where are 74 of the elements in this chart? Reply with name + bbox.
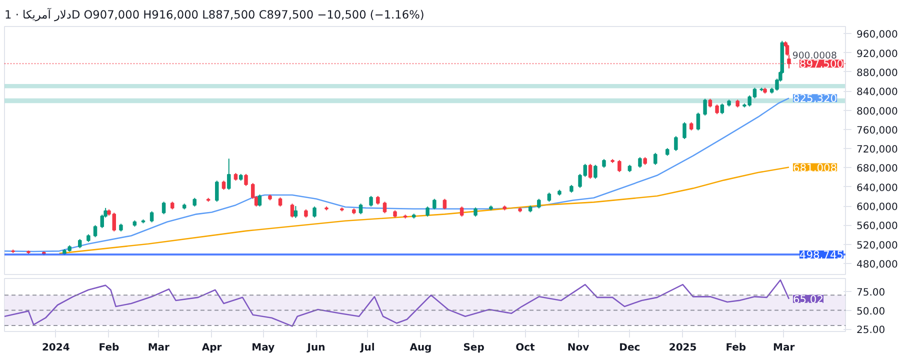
y-tick-label: 760,000 bbox=[856, 125, 898, 136]
candlestick bbox=[258, 194, 262, 208]
candlestick bbox=[654, 152, 658, 166]
x-tick-label: Dec bbox=[619, 342, 640, 354]
candlestick bbox=[222, 180, 226, 190]
y-tick-label: 25.00 bbox=[856, 325, 886, 336]
y-tick-label: 50.00 bbox=[856, 306, 886, 318]
y-tick-label: 960,000 bbox=[856, 30, 898, 41]
candlestick bbox=[594, 164, 598, 180]
candlestick bbox=[278, 196, 282, 208]
y-tick-label: 680,000 bbox=[856, 164, 898, 175]
line-series bbox=[58, 166, 790, 254]
y-tick-label: 840,000 bbox=[856, 87, 898, 98]
y-tick-label: 75.00 bbox=[856, 287, 886, 298]
data-label: 681,008 bbox=[792, 161, 838, 174]
candlestick bbox=[358, 203, 363, 215]
candlestick bbox=[460, 206, 464, 218]
x-tick-label: May bbox=[252, 342, 276, 354]
y-tick-label: 560,000 bbox=[856, 221, 898, 232]
candlestick bbox=[432, 198, 436, 210]
x-tick-label: Nov bbox=[567, 342, 590, 354]
y-tick-label: 600,000 bbox=[856, 202, 898, 214]
x-tick-label: Aug bbox=[410, 342, 432, 354]
y-tick-label: 640,000 bbox=[856, 182, 898, 194]
candlestick bbox=[703, 98, 707, 116]
line-series bbox=[4, 98, 790, 252]
y-tick-label: 920,000 bbox=[856, 48, 898, 60]
candlestick bbox=[162, 201, 166, 215]
x-tick-label: 2024 bbox=[42, 342, 70, 354]
data-label: 65.02 bbox=[792, 292, 824, 306]
x-tick-label: Feb bbox=[98, 342, 120, 354]
candlestick bbox=[474, 206, 478, 218]
candlestick bbox=[227, 158, 231, 190]
candlestick bbox=[78, 238, 82, 249]
candlestick bbox=[682, 122, 686, 140]
x-tick-label: Feb bbox=[726, 342, 746, 354]
candlestick bbox=[382, 201, 387, 214]
candlestick bbox=[696, 112, 700, 131]
x-tick-label: Apr bbox=[202, 342, 222, 354]
y-tick-label: 880,000 bbox=[856, 68, 898, 79]
candlestick bbox=[369, 195, 373, 208]
candlestick bbox=[674, 136, 678, 152]
x-tick-label: Sep bbox=[463, 342, 484, 354]
candlestick bbox=[93, 224, 98, 238]
candlestick bbox=[294, 206, 298, 219]
x-tick-label: 2025 bbox=[668, 342, 697, 354]
y-tick-label: 720,000 bbox=[856, 144, 898, 156]
y-tick-label: 520,000 bbox=[856, 240, 898, 252]
x-tick-label: Jun bbox=[306, 342, 326, 354]
candlestick bbox=[588, 163, 592, 180]
candlestick bbox=[426, 206, 430, 218]
candlestick bbox=[638, 156, 642, 168]
y-tick-label: 480,000 bbox=[856, 259, 898, 270]
candlestick bbox=[715, 104, 719, 115]
candlestick bbox=[215, 180, 219, 202]
x-tick-label: Mar bbox=[773, 342, 795, 354]
data-label: 825,320 bbox=[792, 92, 838, 106]
candlestick bbox=[150, 210, 154, 223]
candlestick bbox=[618, 160, 622, 173]
ref-line-label: 897,500 bbox=[799, 58, 844, 71]
line-series bbox=[4, 279, 790, 327]
candlestick bbox=[290, 203, 294, 218]
candlestick bbox=[244, 173, 248, 186]
candlestick bbox=[442, 198, 447, 210]
chart-title: دلار آمریکا · 1D O907,000 H916,000 L887,500 C897,500 −10,500 (−1.16%) bbox=[4, 8, 424, 22]
x-tick-label: Jul bbox=[359, 342, 375, 354]
candlestick bbox=[547, 192, 552, 202]
candlestick bbox=[537, 198, 541, 209]
x-tick-label: Oct bbox=[516, 342, 536, 354]
x-tick-label: Mar bbox=[148, 342, 170, 354]
ref-line-label: 498,745 bbox=[799, 248, 844, 262]
candlestick bbox=[312, 206, 316, 218]
candlestick bbox=[720, 103, 724, 115]
y-tick-label: 800,000 bbox=[856, 106, 898, 118]
